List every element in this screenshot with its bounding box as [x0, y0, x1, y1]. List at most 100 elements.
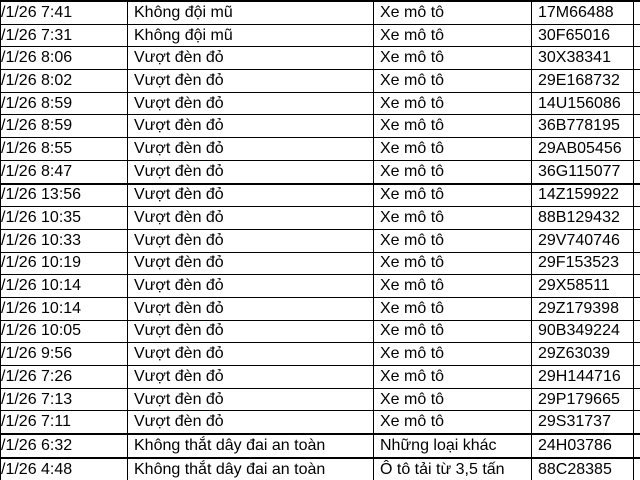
- cell-violation[interactable]: Vượt đèn đỏ: [127, 410, 374, 436]
- cell-datetime[interactable]: /1/26 8:59: [0, 91, 128, 116]
- cell-violation[interactable]: Không thắt dây đai an toàn: [127, 433, 374, 459]
- cell-violation[interactable]: Vượt đèn đỏ: [127, 296, 374, 321]
- cell-datetime[interactable]: /1/26 10:14: [0, 296, 128, 321]
- cell-datetime[interactable]: /1/26 10:14: [0, 274, 128, 298]
- cell-vehicle-type[interactable]: Xe mô tô: [373, 114, 532, 139]
- cell-license-plate[interactable]: 14U156086: [531, 91, 634, 116]
- cell-vehicle-type[interactable]: Xe mô tô: [373, 69, 532, 93]
- cell-violation[interactable]: Vượt đèn đỏ: [127, 319, 374, 344]
- cell-overflow[interactable]: [633, 296, 640, 321]
- cell-license-plate[interactable]: 29Z63039: [531, 342, 634, 366]
- cell-overflow[interactable]: [633, 137, 640, 161]
- cell-vehicle-type[interactable]: Xe mô tô: [373, 23, 532, 48]
- cell-license-plate[interactable]: 88B129432: [531, 206, 634, 230]
- cell-datetime[interactable]: /1/26 7:26: [0, 365, 128, 389]
- cell-violation[interactable]: Vượt đèn đỏ: [127, 342, 374, 366]
- cell-license-plate[interactable]: 29E168732: [531, 69, 634, 93]
- cell-overflow[interactable]: [633, 274, 640, 298]
- cell-vehicle-type[interactable]: Xe mô tô: [373, 365, 532, 389]
- cell-violation[interactable]: Vượt đèn đỏ: [127, 69, 374, 93]
- cell-datetime[interactable]: /1/26 7:13: [0, 387, 128, 412]
- cell-license-plate[interactable]: 29AB05456: [531, 137, 634, 161]
- cell-overflow[interactable]: [633, 206, 640, 230]
- cell-license-plate[interactable]: 29V740746: [531, 228, 634, 253]
- cell-datetime[interactable]: /1/26 10:05: [0, 319, 128, 344]
- cell-violation[interactable]: Vượt đèn đỏ: [127, 46, 374, 71]
- cell-violation[interactable]: Vượt đèn đỏ: [127, 251, 374, 276]
- cell-license-plate[interactable]: 29H144716: [531, 365, 634, 389]
- cell-vehicle-type[interactable]: Xe mô tô: [373, 137, 532, 161]
- cell-datetime[interactable]: /1/26 8:59: [0, 114, 128, 139]
- cell-license-plate[interactable]: 29P179665: [531, 387, 634, 412]
- cell-datetime[interactable]: /1/26 7:31: [0, 23, 128, 48]
- cell-license-plate[interactable]: 17M66488: [531, 0, 634, 25]
- cell-overflow[interactable]: [633, 114, 640, 139]
- cell-datetime[interactable]: /1/26 10:33: [0, 228, 128, 253]
- cell-datetime[interactable]: /1/26 8:47: [0, 159, 128, 185]
- cell-violation[interactable]: Vượt đèn đỏ: [127, 206, 374, 230]
- cell-overflow[interactable]: [633, 251, 640, 276]
- cell-violation[interactable]: Vượt đèn đỏ: [127, 274, 374, 298]
- cell-license-plate[interactable]: 30X38341: [531, 46, 634, 71]
- cell-violation[interactable]: Vượt đèn đỏ: [127, 159, 374, 185]
- cell-license-plate[interactable]: 30F65016: [531, 23, 634, 48]
- cell-datetime[interactable]: /1/26 9:56: [0, 342, 128, 366]
- cell-violation[interactable]: Không đội mũ: [127, 0, 374, 25]
- cell-license-plate[interactable]: 88C28385: [531, 457, 634, 480]
- cell-license-plate[interactable]: 36G115077: [531, 159, 634, 185]
- cell-violation[interactable]: Vượt đèn đỏ: [127, 91, 374, 116]
- cell-datetime[interactable]: /1/26 8:55: [0, 137, 128, 161]
- cell-vehicle-type[interactable]: Xe mô tô: [373, 387, 532, 412]
- cell-license-plate[interactable]: 36B778195: [531, 114, 634, 139]
- cell-license-plate[interactable]: 29F153523: [531, 251, 634, 276]
- cell-datetime[interactable]: /1/26 6:32: [0, 433, 128, 459]
- cell-overflow[interactable]: [633, 46, 640, 71]
- cell-violation[interactable]: Vượt đèn đỏ: [127, 365, 374, 389]
- cell-datetime[interactable]: /1/26 7:11: [0, 410, 128, 436]
- cell-vehicle-type[interactable]: Xe mô tô: [373, 342, 532, 366]
- cell-license-plate[interactable]: 14Z159922: [531, 182, 634, 208]
- cell-datetime[interactable]: /1/26 13:56: [0, 182, 128, 208]
- cell-overflow[interactable]: [633, 387, 640, 412]
- cell-license-plate[interactable]: 24H03786: [531, 433, 634, 459]
- cell-violation[interactable]: Vượt đèn đỏ: [127, 387, 374, 412]
- cell-overflow[interactable]: [633, 342, 640, 366]
- cell-overflow[interactable]: [633, 23, 640, 48]
- cell-overflow[interactable]: [633, 410, 640, 436]
- cell-datetime[interactable]: /1/26 7:41: [0, 0, 128, 25]
- cell-violation[interactable]: Vượt đèn đỏ: [127, 228, 374, 253]
- cell-overflow[interactable]: [633, 457, 640, 480]
- cell-vehicle-type[interactable]: Xe mô tô: [373, 228, 532, 253]
- cell-violation[interactable]: Vượt đèn đỏ: [127, 137, 374, 161]
- cell-vehicle-type[interactable]: Xe mô tô: [373, 0, 532, 25]
- cell-overflow[interactable]: [633, 182, 640, 208]
- cell-violation[interactable]: Vượt đèn đỏ: [127, 182, 374, 208]
- cell-overflow[interactable]: [633, 365, 640, 389]
- cell-overflow[interactable]: [633, 0, 640, 25]
- cell-license-plate[interactable]: 29Z179398: [531, 296, 634, 321]
- cell-license-plate[interactable]: 29S31737: [531, 410, 634, 436]
- cell-overflow[interactable]: [633, 433, 640, 459]
- cell-vehicle-type[interactable]: Ô tô tải từ 3,5 tấn: [373, 457, 532, 480]
- cell-license-plate[interactable]: 90B349224: [531, 319, 634, 344]
- cell-violation[interactable]: Không thắt dây đai an toàn: [127, 457, 374, 480]
- cell-vehicle-type[interactable]: Xe mô tô: [373, 274, 532, 298]
- cell-vehicle-type[interactable]: Xe mô tô: [373, 159, 532, 185]
- cell-datetime[interactable]: /1/26 4:48: [0, 457, 128, 480]
- cell-vehicle-type[interactable]: Xe mô tô: [373, 206, 532, 230]
- cell-overflow[interactable]: [633, 159, 640, 185]
- cell-license-plate[interactable]: 29X58511: [531, 274, 634, 298]
- cell-vehicle-type[interactable]: Xe mô tô: [373, 319, 532, 344]
- cell-datetime[interactable]: /1/26 8:06: [0, 46, 128, 71]
- cell-datetime[interactable]: /1/26 8:02: [0, 69, 128, 93]
- cell-datetime[interactable]: /1/26 10:35: [0, 206, 128, 230]
- cell-vehicle-type[interactable]: Xe mô tô: [373, 46, 532, 71]
- cell-vehicle-type[interactable]: Xe mô tô: [373, 182, 532, 208]
- cell-overflow[interactable]: [633, 69, 640, 93]
- cell-vehicle-type[interactable]: Xe mô tô: [373, 296, 532, 321]
- cell-overflow[interactable]: [633, 319, 640, 344]
- cell-overflow[interactable]: [633, 228, 640, 253]
- cell-vehicle-type[interactable]: Xe mô tô: [373, 251, 532, 276]
- cell-vehicle-type[interactable]: Những loại khác: [373, 433, 532, 459]
- cell-datetime[interactable]: /1/26 10:19: [0, 251, 128, 276]
